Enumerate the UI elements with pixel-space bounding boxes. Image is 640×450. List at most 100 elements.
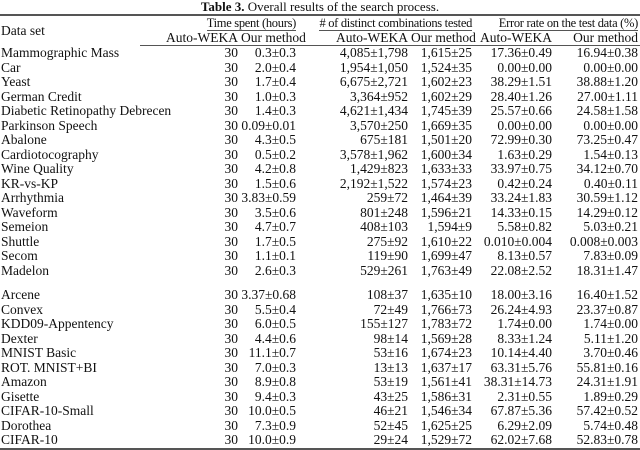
table-cell: 30	[224, 301, 239, 317]
table-row: Arrhythmia 30 3.83±0.59 259±72 1,464±39 33.24…	[0, 190, 640, 206]
table-cell: 2,192±1,522	[339, 175, 408, 191]
table-cell: 30	[224, 262, 239, 278]
table-cell: 3.37±0.68	[241, 287, 296, 302]
table-cell: 2.31±0.55	[497, 388, 553, 404]
table-cell: 24.31±1.91	[576, 374, 639, 389]
table-cell: 52.83±0.78	[554, 432, 640, 450]
table-row: KDD09-Appentency 30 6.0±0.5 155±127 1,783±72…	[0, 316, 640, 332]
table-row: Madelon 30 2.6±0.3 529±261 1,763±49 22.08±2.5…	[0, 262, 640, 279]
table-cell: 0.40±0.11	[583, 175, 639, 191]
table-row: Amazon 30 8.9±0.8 53±19 1,561±41 38.31±14.73 2…	[0, 374, 640, 390]
table-cell: 1,501±20	[420, 132, 473, 147]
table-cell: 1,529±72	[410, 432, 475, 450]
table-cell: 18.00±3.16	[490, 287, 553, 302]
table-row: Semeion 30 4.7±0.7 408±103 1,594±9 5.58±0.82 5…	[0, 219, 640, 235]
table-cell: 17.36±0.49	[490, 45, 553, 60]
table-cell: 13±13	[373, 359, 408, 375]
dataset-name: Waveform	[1, 204, 58, 220]
dataset-name: Secom	[1, 248, 38, 263]
table-cell: 30	[224, 219, 239, 234]
dataset-name: Dexter	[1, 330, 38, 346]
table-cell: 1,600±34	[420, 146, 473, 162]
table-cell: 30	[224, 45, 239, 60]
table-cell: 0.00±0.00	[497, 117, 553, 133]
table-row: Waveform 30 3.5±0.6 801±248 1,596±21 14.33±0.…	[0, 204, 640, 221]
table-cell: 108±37	[366, 287, 408, 302]
table-cell: 3.70±0.46	[583, 345, 639, 360]
table-cell: 30	[140, 432, 240, 450]
table-row: MNIST Basic 30 11.1±0.7 53±16 1,674±23 10.14±…	[0, 345, 640, 361]
table-cell: 155±127	[360, 316, 408, 331]
table-cell: 1,699±47	[420, 248, 473, 263]
table-cell: 30	[224, 233, 239, 249]
table-cell: 62.02±7.68	[474, 432, 555, 450]
table-cell: 1,637±17	[420, 359, 473, 375]
table-cell: 22.08±2.52	[490, 262, 553, 278]
table-cell: 119±90	[367, 248, 408, 263]
subheader: Auto-WEKA	[474, 30, 555, 46]
table-cell: 2.6±0.3	[254, 262, 296, 278]
table-cell: 1.74±0.00	[497, 316, 553, 331]
table-cell: 7.0±0.3	[254, 359, 296, 375]
table-cell: 1,546±34	[420, 403, 473, 418]
table-cell: 3,578±1,962	[339, 146, 408, 162]
table-row: Convex 30 5.5±0.4 72±49 1,766±73 26.24±4.93 23…	[0, 301, 640, 318]
table-cell: 2.0±0.4	[254, 59, 296, 75]
table-cell: 0.008±0.003	[569, 233, 639, 249]
table-cell: 0.00±0.00	[583, 59, 639, 75]
table-cell: 46±21	[373, 403, 408, 418]
table-cell: 30.59±1.12	[576, 190, 639, 205]
table-cell: 30	[224, 88, 239, 104]
subheader: Our method	[240, 29, 306, 46]
table-cell: 0.00±0.00	[497, 59, 553, 75]
table-cell: 30	[224, 403, 239, 418]
dataset-name: German Credit	[1, 88, 82, 104]
table-cell: 0.3±0.3	[254, 45, 296, 60]
table-cell: 1,464±39	[420, 190, 473, 205]
table-cell: 57.42±0.52	[576, 403, 639, 418]
table-cell: 1,615±25	[420, 45, 473, 60]
table-cell: 1.7±0.5	[254, 233, 296, 249]
table-cell: 5.74±0.48	[583, 417, 639, 433]
table-cell: 6,675±2,721	[339, 74, 408, 89]
table-row: KR-vs-KP 30 1.5±0.6 2,192±1,522 1,574±23 0.42…	[0, 175, 640, 192]
table-cell: 30	[224, 248, 239, 263]
table-cell: 1,594±9	[427, 219, 473, 234]
table-cell: 18.31±1.47	[576, 262, 639, 278]
table-cell: 4.4±0.6	[254, 330, 296, 346]
table-cell: 10.14±4.40	[490, 345, 553, 360]
subheader: Our method	[410, 29, 476, 46]
table-cell: 25.57±0.66	[490, 103, 553, 118]
table-cell: 38.31±14.73	[483, 374, 553, 389]
table-cell: 27.00±1.11	[577, 88, 639, 104]
table-row: Dorothea 30 7.3±0.9 52±45 1,625±25 6.29±2.09 5…	[0, 417, 640, 434]
table-cell: 7.83±0.09	[583, 248, 639, 263]
table-cell: 529±261	[360, 262, 408, 278]
dataset-name: Madelon	[1, 262, 49, 278]
table-cell: 1,596±21	[420, 204, 473, 220]
caption-label: Table 3.	[200, 0, 245, 14]
caption-text: Overall results of the search process.	[247, 0, 440, 14]
dataset-name: Car	[1, 59, 21, 75]
table-cell: 1,954±1,050	[339, 59, 408, 75]
table-cell: 11.1±0.7	[248, 345, 296, 360]
table-cell: 98±14	[373, 330, 408, 346]
dataset-name: Cardiotocography	[1, 146, 99, 162]
table-cell: 4.3±0.5	[254, 132, 296, 147]
table-cell: 801±248	[360, 204, 408, 220]
table-cell: 72±49	[373, 301, 408, 317]
subheader: Our method	[554, 30, 640, 46]
table-cell: 1.63±0.29	[497, 146, 553, 162]
table-cell: 1,569±28	[420, 330, 473, 346]
table-row: German Credit 30 1.0±0.3 3,364±952 1,602±29 2…	[0, 88, 640, 105]
table-cell: 16.94±0.38	[576, 45, 639, 60]
table-cell: 1.0±0.3	[254, 88, 296, 104]
table-row: Arcene 30 3.37±0.68 108±37 1,635±10 18.00±3.1…	[0, 287, 640, 303]
table-row: Yeast 30 1.7±0.4 6,675±2,721 1,602±23 38.29±1…	[0, 74, 640, 90]
table-cell: 28.40±1.26	[490, 88, 553, 104]
table-cell: 67.87±5.36	[490, 403, 553, 418]
table-cell: 1,602±23	[420, 74, 473, 89]
table-cell: 0.00±0.00	[583, 117, 639, 133]
table-cell: 30	[224, 330, 239, 346]
dataset-name: CIFAR-10-Small	[1, 403, 94, 418]
